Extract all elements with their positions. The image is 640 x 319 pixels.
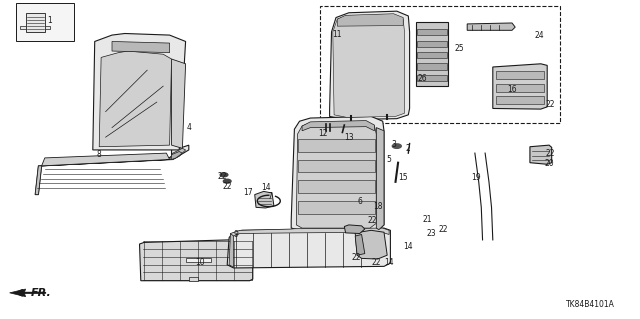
Text: 18: 18 xyxy=(373,202,382,211)
Circle shape xyxy=(220,173,228,177)
Polygon shape xyxy=(93,33,186,150)
Polygon shape xyxy=(35,145,189,195)
Text: 22: 22 xyxy=(546,100,555,109)
Polygon shape xyxy=(172,152,182,160)
Text: 21: 21 xyxy=(423,215,432,224)
Text: 9: 9 xyxy=(233,230,238,239)
Polygon shape xyxy=(45,26,50,29)
Polygon shape xyxy=(417,29,447,35)
Text: 3: 3 xyxy=(391,140,396,149)
Polygon shape xyxy=(493,64,547,109)
Polygon shape xyxy=(417,63,447,70)
Text: 6: 6 xyxy=(357,197,362,206)
Text: 20: 20 xyxy=(544,159,554,168)
Circle shape xyxy=(392,144,401,148)
Text: 15: 15 xyxy=(398,173,408,182)
Polygon shape xyxy=(186,258,211,262)
Polygon shape xyxy=(298,160,375,172)
Text: 5: 5 xyxy=(387,155,392,164)
Polygon shape xyxy=(496,96,544,104)
Polygon shape xyxy=(417,52,447,58)
Polygon shape xyxy=(172,59,186,148)
Text: 14: 14 xyxy=(384,258,394,267)
Polygon shape xyxy=(112,41,170,53)
Text: 12: 12 xyxy=(319,129,328,137)
Polygon shape xyxy=(140,239,253,281)
Polygon shape xyxy=(35,166,42,195)
Text: 14: 14 xyxy=(261,183,271,192)
Text: 16: 16 xyxy=(507,85,517,94)
Polygon shape xyxy=(227,228,390,268)
Polygon shape xyxy=(230,228,389,237)
Polygon shape xyxy=(20,26,26,29)
Polygon shape xyxy=(298,201,375,214)
Text: TK84B4101A: TK84B4101A xyxy=(566,300,614,309)
Circle shape xyxy=(223,179,231,183)
Text: 8: 8 xyxy=(97,150,102,159)
Polygon shape xyxy=(298,139,375,152)
Polygon shape xyxy=(467,23,515,30)
Text: 22: 22 xyxy=(546,149,555,158)
Polygon shape xyxy=(42,153,170,166)
Text: 13: 13 xyxy=(344,133,354,142)
Text: 22: 22 xyxy=(352,253,361,262)
Polygon shape xyxy=(337,14,403,26)
Polygon shape xyxy=(26,13,45,32)
Text: 22: 22 xyxy=(438,225,447,234)
Polygon shape xyxy=(229,234,234,267)
Polygon shape xyxy=(189,277,198,281)
Polygon shape xyxy=(16,3,74,41)
Text: 22: 22 xyxy=(218,172,227,181)
Polygon shape xyxy=(530,145,552,164)
Text: 1: 1 xyxy=(47,16,52,25)
Text: 19: 19 xyxy=(470,173,481,182)
Text: 14: 14 xyxy=(403,242,413,251)
Polygon shape xyxy=(291,116,384,230)
Text: 22: 22 xyxy=(372,258,381,267)
Polygon shape xyxy=(296,122,376,228)
Polygon shape xyxy=(496,71,544,79)
Text: 22: 22 xyxy=(223,182,232,191)
Text: 7: 7 xyxy=(268,192,273,201)
Text: 17: 17 xyxy=(243,188,253,197)
Text: 10: 10 xyxy=(195,258,205,267)
Text: FR.: FR. xyxy=(31,288,51,298)
Polygon shape xyxy=(417,75,447,81)
Polygon shape xyxy=(376,128,384,230)
Polygon shape xyxy=(416,22,448,86)
Text: 25: 25 xyxy=(454,44,465,53)
Text: 24: 24 xyxy=(534,31,545,40)
Polygon shape xyxy=(330,11,410,120)
Polygon shape xyxy=(255,191,274,208)
Polygon shape xyxy=(333,14,404,117)
Polygon shape xyxy=(355,234,365,255)
Polygon shape xyxy=(344,225,365,234)
Text: 23: 23 xyxy=(426,229,436,238)
Text: 2: 2 xyxy=(406,144,411,153)
Polygon shape xyxy=(99,51,172,147)
Text: 4: 4 xyxy=(187,123,192,132)
Text: 26: 26 xyxy=(417,74,428,83)
Polygon shape xyxy=(302,121,374,131)
Polygon shape xyxy=(355,230,387,259)
Polygon shape xyxy=(417,41,447,47)
Text: 22: 22 xyxy=(368,216,377,225)
Polygon shape xyxy=(166,148,186,160)
Polygon shape xyxy=(298,180,375,193)
Polygon shape xyxy=(10,289,26,297)
Polygon shape xyxy=(496,84,544,92)
Text: 11: 11 xyxy=(333,30,342,39)
